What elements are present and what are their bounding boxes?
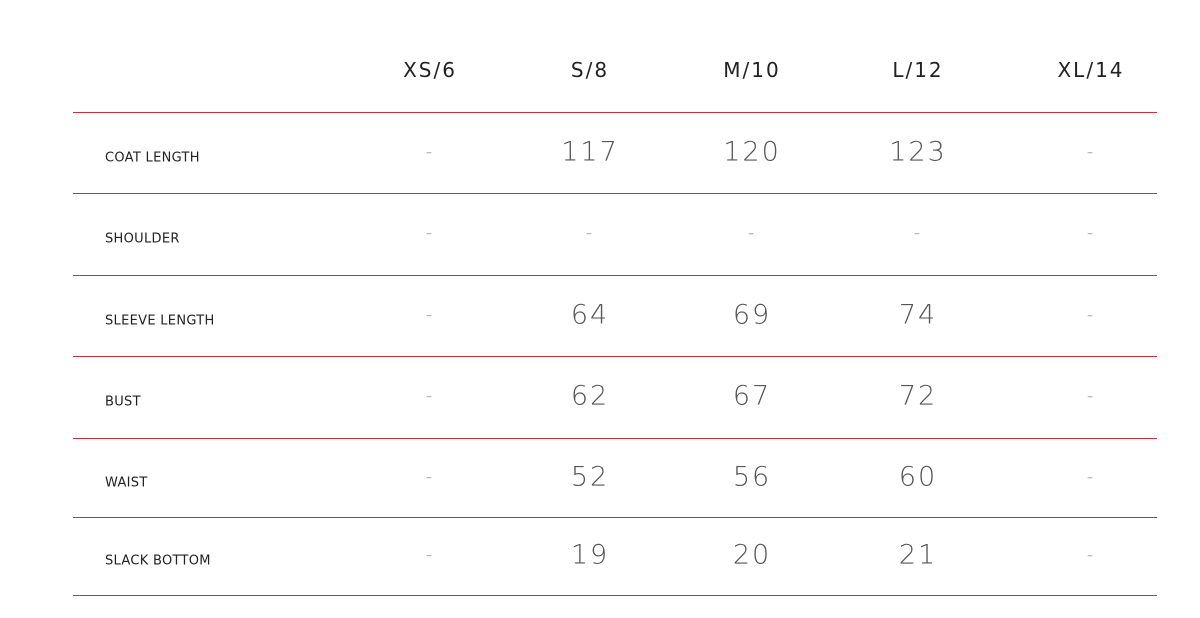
row-label: SHOULDER (105, 231, 180, 247)
table-cell: - (425, 385, 435, 407)
table-cell: 60 (898, 461, 938, 492)
table-cell: 64 (570, 299, 610, 330)
table-cell: - (425, 222, 435, 244)
table-cell: - (913, 222, 923, 244)
row-divider (73, 517, 1157, 518)
table-cell: 69 (732, 299, 772, 330)
row-divider (73, 595, 1157, 596)
row-label: BUST (105, 394, 141, 410)
table-cell: 120 (723, 136, 781, 167)
column-header: S/8 (570, 58, 610, 82)
row-divider (73, 112, 1157, 113)
column-header: XS/6 (403, 58, 457, 82)
row-divider (73, 193, 1157, 194)
table-cell: 52 (570, 461, 610, 492)
table-cell: - (1086, 222, 1096, 244)
table-cell: - (747, 222, 757, 244)
row-divider (73, 438, 1157, 439)
table-cell: 19 (570, 539, 610, 571)
table-cell: - (1086, 141, 1096, 162)
table-cell: 62 (570, 380, 610, 412)
table-cell: - (1086, 304, 1096, 325)
table-cell: - (425, 304, 435, 325)
column-header: M/10 (723, 58, 781, 82)
table-cell: 117 (561, 136, 619, 167)
table-cell: 74 (898, 299, 938, 330)
table-cell: - (425, 544, 435, 566)
table-cell: 72 (898, 380, 938, 412)
table-cell: 56 (732, 461, 772, 492)
row-label: COAT LENGTH (105, 150, 200, 165)
column-header: XL/14 (1057, 58, 1125, 82)
table-cell: 67 (732, 380, 772, 412)
row-divider (73, 356, 1157, 357)
row-divider (73, 275, 1157, 276)
table-cell: - (425, 141, 435, 162)
table-cell: 21 (898, 539, 938, 571)
table-cell: - (1086, 385, 1096, 407)
table-cell: - (585, 222, 595, 244)
row-label: WAIST (105, 475, 148, 490)
table-cell: - (425, 466, 435, 487)
column-header: L/12 (892, 58, 944, 82)
table-cell: 20 (732, 539, 772, 571)
row-label: SLACK BOTTOM (105, 553, 211, 569)
table-cell: - (1086, 544, 1096, 566)
table-cell: 123 (889, 136, 947, 167)
table-cell: - (1086, 466, 1096, 487)
row-label: SLEEVE LENGTH (105, 313, 215, 328)
